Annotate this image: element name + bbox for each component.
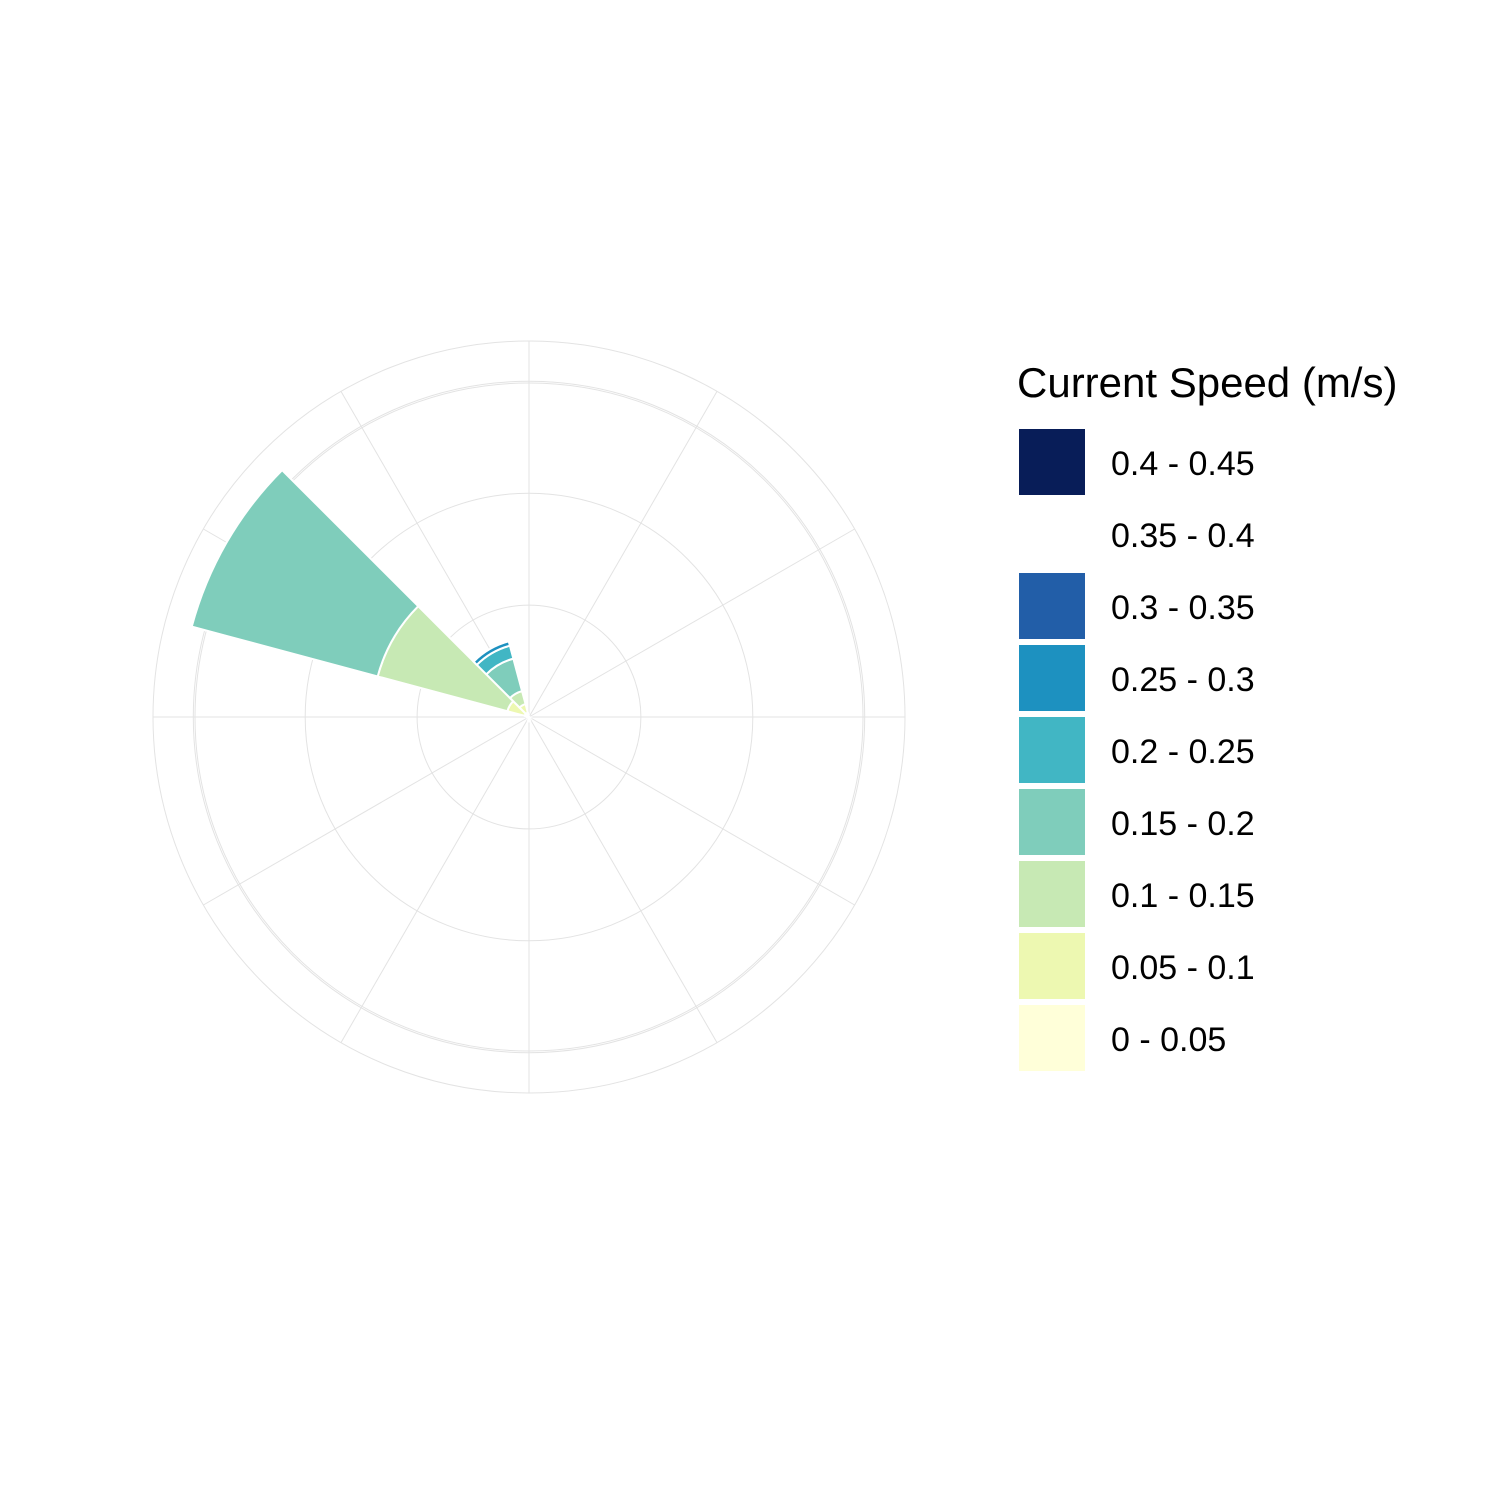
- legend-label: 0.25 - 0.3: [1111, 661, 1255, 699]
- grid-ring: [304, 492, 754, 942]
- legend-label: 0.3 - 0.35: [1111, 589, 1255, 627]
- grid-ring: [416, 604, 642, 830]
- legend-label: 0.05 - 0.1: [1111, 949, 1255, 987]
- grid-spoke: [528, 716, 855, 906]
- legend-swatch: [1019, 1005, 1085, 1071]
- legend-label: 0.15 - 0.2: [1111, 805, 1255, 843]
- legend-swatch: [1019, 717, 1085, 783]
- wind-rose-bars: [190, 468, 533, 723]
- legend-label: 0.2 - 0.25: [1111, 733, 1255, 771]
- legend-swatch: [1019, 501, 1085, 567]
- grid-ring: [192, 380, 866, 1054]
- legend-swatch: [1019, 573, 1085, 639]
- legend-swatch: [1019, 789, 1085, 855]
- legend-title: Current Speed (m/s): [1017, 359, 1397, 406]
- wedge-180-0.2-0.25: [526, 713, 532, 723]
- grid-spoke: [203, 716, 530, 906]
- legend-label: 0.4 - 0.45: [1111, 445, 1255, 483]
- grid-spoke: [340, 716, 530, 1043]
- legend-items: 0.4 - 0.45 0.35 - 0.4 0.3 - 0.35 0.25 - 0.3…: [1019, 429, 1255, 1071]
- grid-spoke: [528, 528, 855, 718]
- legend-label: 0.1 - 0.15: [1111, 877, 1255, 915]
- wedge-300-0.15-0.2: [190, 468, 420, 678]
- legend-label: 0.35 - 0.4: [1111, 517, 1255, 555]
- grid-ring: [152, 340, 906, 1094]
- grid-spoke: [528, 391, 718, 718]
- legend-swatch: [1019, 933, 1085, 999]
- legend-label: 0 - 0.05: [1111, 1021, 1226, 1059]
- grid-ring: [194, 382, 864, 1052]
- grid-spoke: [528, 716, 718, 1043]
- legend-swatch: [1019, 861, 1085, 927]
- legend-swatch: [1019, 645, 1085, 711]
- wedge-330-0.25-0.3: [472, 640, 512, 667]
- legend-swatch: [1019, 429, 1085, 495]
- legend: Current Speed (m/s) 0.4 - 0.45 0.35 - 0.4…: [1017, 359, 1397, 1071]
